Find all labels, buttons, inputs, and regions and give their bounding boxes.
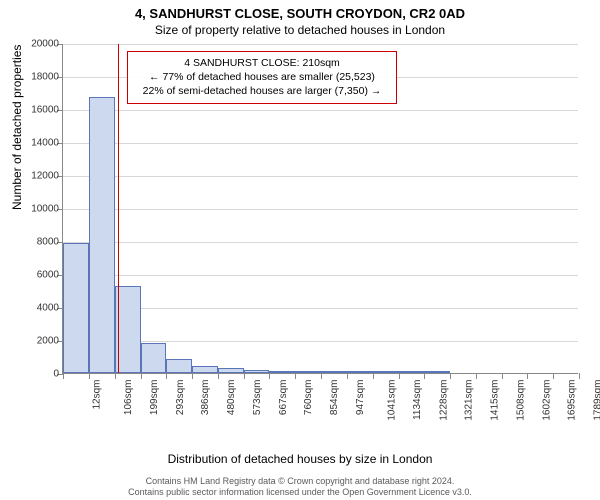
gridline — [63, 110, 578, 111]
x-tick-label: 1228sqm — [438, 380, 449, 421]
x-tick — [115, 373, 116, 379]
x-tick-label: 1695sqm — [567, 380, 578, 421]
reference-line — [118, 44, 119, 373]
page-subtitle: Size of property relative to detached ho… — [0, 21, 600, 37]
x-tick-label: 1508sqm — [515, 380, 526, 421]
x-tick-label: 12sqm — [92, 380, 103, 410]
x-tick — [295, 373, 296, 379]
callout-line-1: 4 SANDHURST CLOSE: 210sqm — [136, 56, 388, 70]
y-axis-title: Number of detached properties — [10, 45, 24, 210]
histogram-bar — [321, 371, 347, 373]
x-tick — [244, 373, 245, 379]
x-tick — [89, 373, 90, 379]
x-tick — [166, 373, 167, 379]
x-tick-label: 1041sqm — [387, 380, 398, 421]
x-tick-label: 386sqm — [200, 380, 211, 416]
histogram-bar — [141, 343, 167, 373]
x-tick-label: 293sqm — [175, 380, 186, 416]
x-tick-label: 199sqm — [149, 380, 160, 416]
y-tick-label: 10000 — [19, 204, 59, 215]
x-tick-label: 480sqm — [226, 380, 237, 416]
histogram-bar — [269, 371, 295, 373]
x-tick-label: 760sqm — [303, 380, 314, 416]
histogram-bar — [244, 370, 270, 373]
x-tick — [347, 373, 348, 379]
x-tick — [450, 373, 451, 379]
y-tick-label: 6000 — [19, 270, 59, 281]
histogram-bar — [166, 359, 192, 373]
x-tick-label: 1789sqm — [593, 380, 600, 421]
histogram-bar — [218, 368, 244, 373]
y-tick-label: 2000 — [19, 336, 59, 347]
y-tick-label: 12000 — [19, 171, 59, 182]
x-tick — [579, 373, 580, 379]
histogram-bar — [373, 371, 399, 373]
page-title: 4, SANDHURST CLOSE, SOUTH CROYDON, CR2 0… — [0, 0, 600, 21]
footer-line-2: Contains public sector information licen… — [0, 487, 600, 498]
y-tick-label: 8000 — [19, 237, 59, 248]
gridline — [63, 176, 578, 177]
x-tick — [527, 373, 528, 379]
gridline — [63, 44, 578, 45]
x-tick — [269, 373, 270, 379]
y-tick-label: 20000 — [19, 39, 59, 50]
y-tick-label: 4000 — [19, 303, 59, 314]
histogram-bar — [295, 371, 321, 373]
x-tick — [192, 373, 193, 379]
y-tick-label: 0 — [19, 369, 59, 380]
x-tick-label: 1602sqm — [541, 380, 552, 421]
x-tick-label: 854sqm — [329, 380, 340, 416]
chart-container: 0200040006000800010000120001400016000180… — [62, 44, 578, 414]
callout-box: 4 SANDHURST CLOSE: 210sqm ← 77% of detac… — [127, 51, 397, 104]
callout-line-2: ← 77% of detached houses are smaller (25… — [136, 70, 388, 84]
y-tick-label: 14000 — [19, 138, 59, 149]
x-tick — [553, 373, 554, 379]
gridline — [63, 143, 578, 144]
y-tick-label: 18000 — [19, 72, 59, 83]
x-tick — [321, 373, 322, 379]
x-tick-label: 947sqm — [355, 380, 366, 416]
histogram-bar — [399, 371, 425, 373]
y-tick-label: 16000 — [19, 105, 59, 116]
gridline — [63, 209, 578, 210]
histogram-bar — [424, 371, 450, 373]
histogram-bar — [89, 97, 115, 373]
x-tick — [502, 373, 503, 379]
gridline — [63, 275, 578, 276]
x-tick-label: 1415sqm — [490, 380, 501, 421]
x-tick — [476, 373, 477, 379]
footer-line-1: Contains HM Land Registry data © Crown c… — [0, 476, 600, 487]
x-tick — [141, 373, 142, 379]
x-tick — [373, 373, 374, 379]
x-tick-label: 106sqm — [123, 380, 134, 416]
plot-area: 0200040006000800010000120001400016000180… — [62, 44, 578, 374]
x-tick-label: 1321sqm — [464, 380, 475, 421]
x-tick — [63, 373, 64, 379]
x-axis-title: Distribution of detached houses by size … — [0, 452, 600, 466]
histogram-bar — [192, 366, 218, 373]
x-tick — [218, 373, 219, 379]
callout-line-3: 22% of semi-detached houses are larger (… — [136, 84, 388, 98]
x-tick-label: 667sqm — [278, 380, 289, 416]
x-tick — [399, 373, 400, 379]
histogram-bar — [63, 243, 89, 373]
x-tick-label: 1134sqm — [412, 380, 423, 420]
x-tick — [424, 373, 425, 379]
histogram-bar — [347, 371, 373, 373]
footer-attribution: Contains HM Land Registry data © Crown c… — [0, 476, 600, 499]
x-tick-label: 573sqm — [252, 380, 263, 416]
gridline — [63, 242, 578, 243]
